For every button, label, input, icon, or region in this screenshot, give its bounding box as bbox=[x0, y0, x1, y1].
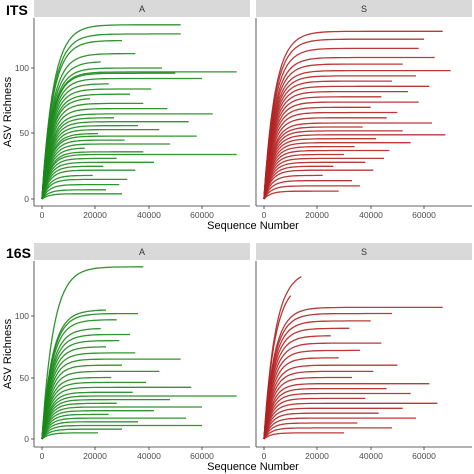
panel-its: ITS A S 0 50 100 0 20000 40000 60000 bbox=[2, 0, 472, 232]
y-axis-title-16s: ASV Richness bbox=[2, 318, 14, 389]
rarefaction-curve-its-a-1 bbox=[41, 33, 181, 199]
y-tick-label-its-0: 0 bbox=[24, 194, 29, 204]
x-tick-label-its-a-0: 0 bbox=[40, 210, 45, 220]
plot-its-a bbox=[41, 24, 237, 200]
rarefaction-curve-its-s-24 bbox=[263, 157, 384, 200]
plot-16s-s bbox=[263, 276, 443, 440]
rarefaction-curve-16s-s-22 bbox=[263, 427, 392, 440]
x-tick-label-16s-s-0: 0 bbox=[262, 451, 267, 461]
y-tick-label-16s-0: 0 bbox=[24, 434, 29, 444]
rarefaction-curve-its-a-32 bbox=[41, 178, 128, 200]
rarefaction-curve-its-a-34 bbox=[41, 189, 106, 200]
rarefaction-curve-16s-s-13 bbox=[263, 383, 430, 439]
strip-its-a bbox=[34, 0, 250, 17]
rarefaction-curve-its-s-31 bbox=[263, 190, 339, 200]
strip-16s-s bbox=[256, 243, 472, 260]
y-ticks-16s: 0 50 100 bbox=[15, 311, 34, 444]
y-tick-label-16s-100: 100 bbox=[15, 311, 29, 321]
x-ticks-its-a: 0 20000 40000 60000 bbox=[40, 206, 214, 220]
rarefaction-curve-16s-a-25 bbox=[41, 428, 122, 440]
rarefaction-curve-16s-s-20 bbox=[263, 417, 416, 440]
y-tick-label-its-50: 50 bbox=[20, 128, 30, 138]
x-axis-title-its: Sequence Number bbox=[207, 220, 299, 232]
rarefaction-curve-its-s-0 bbox=[263, 30, 443, 200]
x-tick-label-16s-s-40000: 40000 bbox=[359, 451, 383, 461]
x-tick-label-its-a-40000: 40000 bbox=[137, 210, 161, 220]
x-tick-label-its-s-60000: 60000 bbox=[412, 210, 436, 220]
x-tick-label-16s-a-60000: 60000 bbox=[190, 451, 214, 461]
x-tick-label-its-a-20000: 20000 bbox=[83, 210, 107, 220]
panel-16s: 16S A S 0 50 100 0 20000 40000 60000 bbox=[2, 243, 472, 473]
rarefaction-curve-its-s-27 bbox=[263, 169, 374, 200]
x-tick-label-16s-s-60000: 60000 bbox=[412, 451, 436, 461]
rarefaction-curve-its-s-12 bbox=[263, 106, 371, 199]
facet-label-its-s: S bbox=[361, 4, 367, 14]
x-tick-label-its-a-60000: 60000 bbox=[190, 210, 214, 220]
x-tick-label-its-s-0: 0 bbox=[262, 210, 267, 220]
y-tick-label-its-100: 100 bbox=[15, 63, 29, 73]
x-ticks-16s-a: 0 20000 40000 60000 bbox=[40, 447, 214, 461]
x-tick-label-16s-a-0: 0 bbox=[40, 451, 45, 461]
rarefaction-curve-16s-a-24 bbox=[41, 424, 202, 440]
y-axis-title-its: ASV Richness bbox=[2, 76, 14, 147]
strip-16s-a bbox=[34, 243, 250, 260]
rarefaction-curve-16s-s-15 bbox=[263, 392, 411, 439]
x-tick-label-its-s-20000: 20000 bbox=[305, 210, 329, 220]
x-tick-label-its-s-40000: 40000 bbox=[359, 210, 383, 220]
x-tick-label-16s-a-20000: 20000 bbox=[83, 451, 107, 461]
panel-label-its: ITS bbox=[6, 2, 28, 18]
rarefaction-curve-its-a-33 bbox=[41, 183, 120, 200]
rarefaction-curve-its-s-19 bbox=[263, 138, 376, 199]
facet-label-its-a: A bbox=[139, 4, 145, 14]
rarefaction-curve-its-a-26 bbox=[41, 153, 237, 200]
x-tick-label-16s-a-40000: 40000 bbox=[137, 451, 161, 461]
x-tick-label-16s-s-20000: 20000 bbox=[305, 451, 329, 461]
plot-16s-a bbox=[41, 266, 237, 440]
rarefaction-curve-16s-s-23 bbox=[263, 432, 344, 440]
x-ticks-16s-s: 0 20000 40000 60000 bbox=[262, 447, 436, 461]
facet-label-16s-a: A bbox=[139, 247, 145, 257]
rarefaction-curve-its-a-8 bbox=[41, 77, 202, 199]
rarefaction-curve-its-a-35 bbox=[41, 193, 122, 200]
y-ticks-its: 0 50 100 bbox=[15, 63, 34, 204]
rarefaction-curve-its-s-3 bbox=[263, 56, 435, 200]
rarefaction-curve-16s-a-26 bbox=[41, 432, 98, 440]
x-axis-title-16s: Sequence Number bbox=[207, 461, 299, 473]
facet-label-16s-s: S bbox=[361, 247, 367, 257]
rarefaction-curve-its-a-0 bbox=[41, 24, 181, 199]
plot-its-s bbox=[263, 30, 451, 200]
rarefaction-curve-its-s-30 bbox=[263, 185, 360, 200]
rarefaction-curve-its-s-29 bbox=[263, 180, 352, 200]
rarefaction-curve-16s-s-19 bbox=[263, 412, 379, 440]
x-ticks-its-s: 0 20000 40000 60000 bbox=[262, 206, 436, 220]
rarefaction-curve-16s-s-21 bbox=[263, 422, 358, 440]
strip-its-s bbox=[256, 0, 472, 17]
y-tick-label-16s-50: 50 bbox=[20, 373, 30, 383]
panel-label-16s: 16S bbox=[6, 245, 31, 261]
